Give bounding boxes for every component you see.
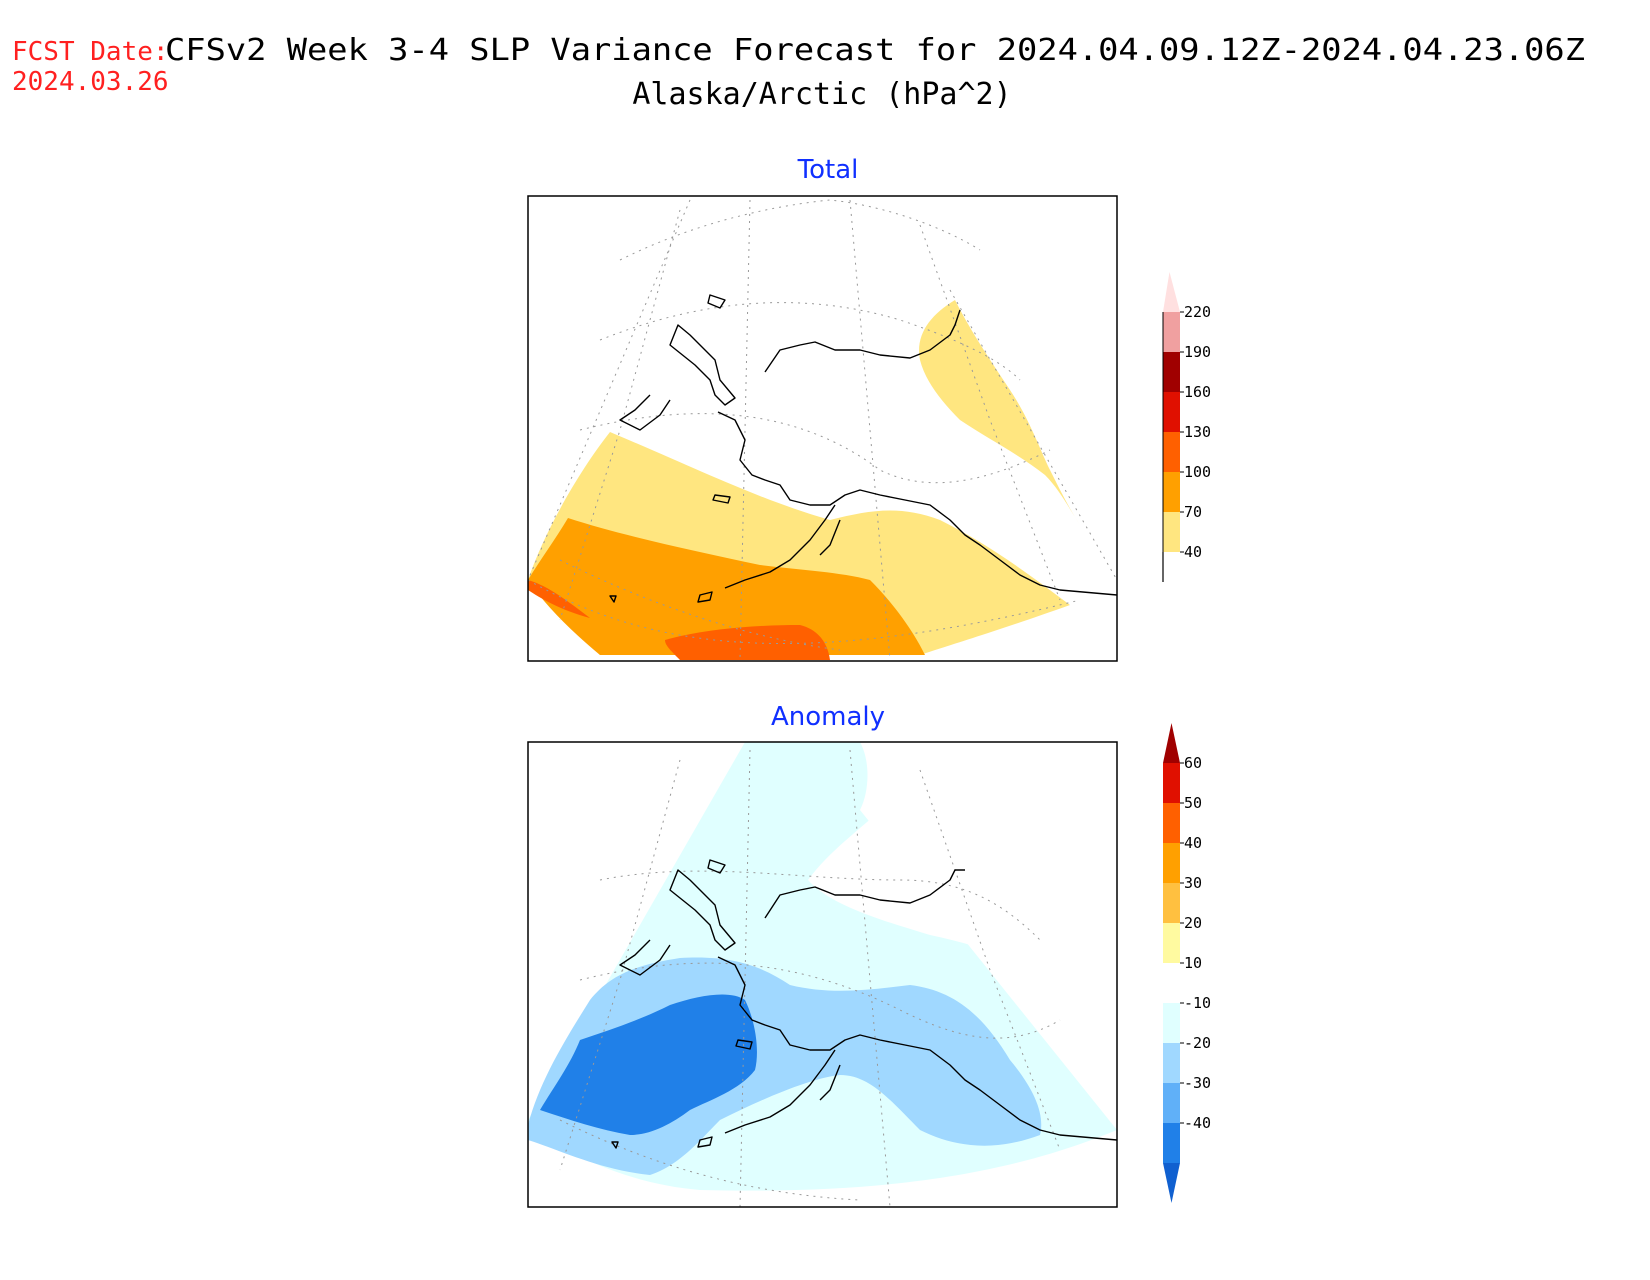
- colorbar-box: [1163, 1003, 1180, 1043]
- colorbar-box: [1163, 312, 1180, 352]
- colorbar-label: 40: [1184, 543, 1202, 561]
- colorbar-box: [1163, 1043, 1180, 1083]
- colorbar-label: 190: [1184, 343, 1211, 361]
- colorbar-label: 20: [1184, 914, 1202, 932]
- colorbar-anomaly: 60 50 40 30 20 10 -10 -20 -30 -40: [1163, 723, 1211, 1203]
- colorbar-arrow-low: [1163, 1163, 1180, 1203]
- colorbar-label: 130: [1184, 423, 1211, 441]
- colorbar-total: 40 70 100 130 160 190 220: [1162, 272, 1211, 582]
- colorbar-arrow-high: [1163, 723, 1180, 763]
- shade-40-70-northeast: [919, 300, 1080, 525]
- colorbar-label: 40: [1184, 834, 1202, 852]
- main-title: CFSv2 Week 3-4 SLP Variance Forecast for…: [165, 33, 1585, 68]
- colorbar-box: [1163, 1083, 1180, 1123]
- shade-minus30-minus40: [540, 994, 757, 1135]
- colorbar-label: 70: [1184, 503, 1202, 521]
- colorbar-box: [1163, 803, 1180, 843]
- colorbar-label: 100: [1184, 463, 1211, 481]
- colorbar-box: [1163, 763, 1180, 803]
- colorbar-box: [1163, 392, 1180, 432]
- colorbar-label: 50: [1184, 794, 1202, 812]
- map-frame-total: [527, 195, 1118, 662]
- colorbar-label: 10: [1184, 954, 1202, 972]
- map-anomaly: [527, 741, 1118, 1208]
- fcst-label: FCST Date:: [12, 37, 169, 67]
- panel-title-anomaly: Anomaly: [771, 702, 885, 732]
- colorbar-label: -20: [1184, 1034, 1211, 1052]
- shade-no-anomaly: [808, 799, 1117, 1000]
- colorbar-label: -30: [1184, 1074, 1211, 1092]
- colorbar-box: [1163, 472, 1180, 512]
- shade-100-130-south: [665, 625, 830, 660]
- colorbar-box: [1163, 1123, 1180, 1163]
- colorbar-label: 220: [1184, 303, 1211, 321]
- colorbar-box: [1163, 512, 1180, 552]
- colorbar-label: 160: [1184, 383, 1211, 401]
- colorbar-box: [1163, 352, 1180, 392]
- subtitle: Alaska/Arctic (hPa^2): [632, 77, 1011, 112]
- colorbar-box: [1163, 883, 1180, 923]
- colorbar-arrow-high: [1163, 272, 1180, 312]
- map-frame-anomaly: [527, 741, 1118, 1208]
- colorbar-label: -40: [1184, 1114, 1211, 1132]
- colorbar-box: [1163, 843, 1180, 883]
- colorbar-label: 30: [1184, 874, 1202, 892]
- coastline-anomaly: [619, 869, 1117, 1141]
- colorbar-box: [1163, 963, 1180, 1003]
- colorbar-box: [1163, 923, 1180, 963]
- coastline-total: [619, 309, 1117, 596]
- shade-100-130-west: [528, 580, 590, 618]
- map-total: [527, 195, 1118, 662]
- shade-70-100: [528, 518, 925, 655]
- panel-title-total: Total: [797, 155, 859, 185]
- colorbar-label: -10: [1184, 994, 1211, 1012]
- colorbar-box: [1163, 432, 1180, 472]
- colorbar-label: 60: [1184, 754, 1202, 772]
- fcst-date: 2024.03.26: [12, 67, 169, 97]
